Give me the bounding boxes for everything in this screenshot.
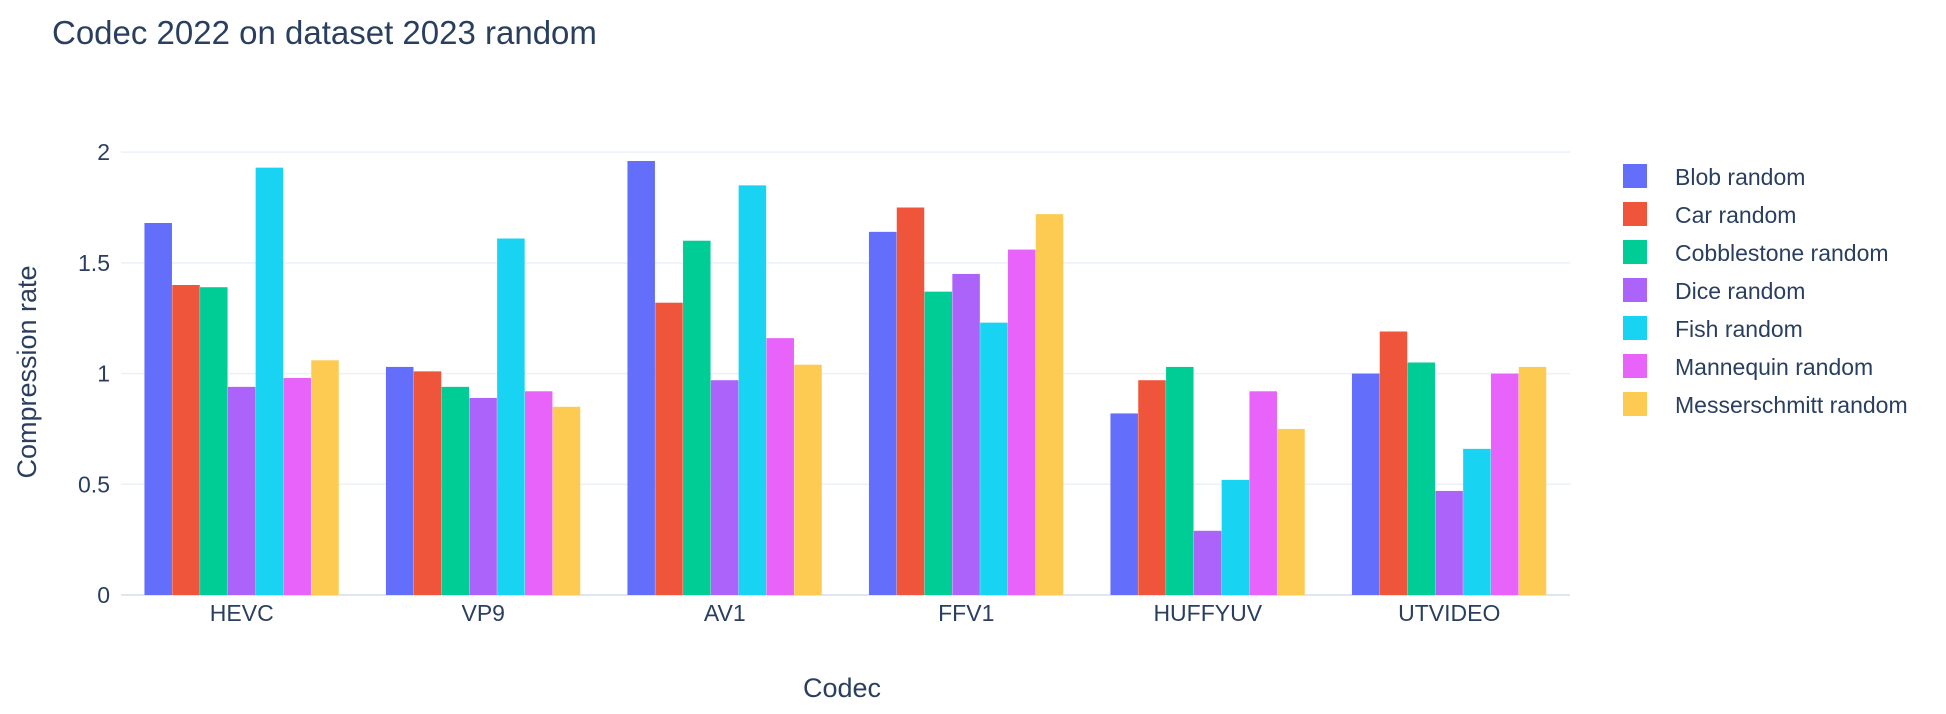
bar xyxy=(924,291,953,595)
x-tick-label: HUFFYUV xyxy=(1153,600,1262,626)
bar xyxy=(172,285,200,595)
legend-swatch xyxy=(1623,354,1647,378)
bar xyxy=(868,231,897,595)
x-tick-label: VP9 xyxy=(462,600,505,626)
y-tick-label: 0 xyxy=(97,582,110,608)
bar xyxy=(1249,391,1277,595)
bar xyxy=(896,207,925,595)
legend-label: Cobblestone random xyxy=(1675,240,1889,266)
bar xyxy=(655,302,683,595)
bar xyxy=(766,338,794,595)
y-axis-title: Compression rate xyxy=(12,265,42,478)
bar xyxy=(1138,380,1166,595)
bar xyxy=(1407,362,1436,595)
bar xyxy=(1221,479,1250,595)
bar xyxy=(980,322,1008,595)
bar xyxy=(200,287,228,595)
bar xyxy=(1435,490,1463,595)
bar xyxy=(1490,373,1519,595)
legend-label: Blob random xyxy=(1675,164,1805,190)
bar xyxy=(311,360,339,595)
bar xyxy=(1035,214,1064,595)
y-axis-ticks: 0 0.5 1 1.5 2 xyxy=(78,139,110,608)
legend-swatch xyxy=(1623,202,1647,226)
bar xyxy=(524,391,553,595)
bar xyxy=(1110,413,1138,595)
legend-label: Mannequin random xyxy=(1675,354,1873,380)
bar xyxy=(283,378,311,595)
bar xyxy=(413,371,442,595)
legend-swatch xyxy=(1623,392,1647,416)
bar xyxy=(1351,373,1380,595)
bar xyxy=(710,380,739,595)
bar xyxy=(627,161,655,595)
bar xyxy=(552,406,581,595)
legend-swatch xyxy=(1623,240,1647,264)
y-tick-label: 1 xyxy=(97,361,110,387)
x-axis-ticks: HEVC VP9 AV1 FFV1 HUFFYUV UTVIDEO xyxy=(210,600,1501,626)
legend-label: Car random xyxy=(1675,202,1796,228)
y-tick-label: 0.5 xyxy=(78,471,110,497)
legend-swatch xyxy=(1623,164,1647,188)
x-tick-label: UTVIDEO xyxy=(1398,600,1500,626)
legend-label: Dice random xyxy=(1675,278,1805,304)
bar xyxy=(1518,366,1547,595)
bar xyxy=(469,397,497,595)
bar xyxy=(952,273,980,595)
bar xyxy=(1379,331,1408,595)
y-tick-label: 1.5 xyxy=(78,250,110,276)
bar xyxy=(144,223,172,595)
x-tick-label: HEVC xyxy=(210,600,274,626)
gridlines xyxy=(121,151,1570,596)
bar xyxy=(385,366,414,595)
x-tick-label: AV1 xyxy=(704,600,746,626)
legend: Blob random Car random Cobblestone random D… xyxy=(1623,164,1908,418)
x-tick-label: FFV1 xyxy=(938,600,994,626)
bar xyxy=(1463,448,1491,595)
bar xyxy=(1166,366,1194,595)
legend-label: Fish random xyxy=(1675,316,1803,342)
bar xyxy=(227,386,256,595)
legend-label: Messerschmitt random xyxy=(1675,392,1908,418)
bar xyxy=(497,238,525,595)
bar xyxy=(1193,530,1222,595)
chart-title: Codec 2022 on dataset 2023 random xyxy=(52,14,597,51)
bar xyxy=(1277,428,1305,595)
x-axis-title: Codec xyxy=(803,673,881,703)
bar xyxy=(441,386,470,595)
legend-swatch xyxy=(1623,278,1647,302)
legend-swatch xyxy=(1623,316,1647,340)
bar xyxy=(794,364,822,595)
bar xyxy=(1007,249,1036,596)
y-tick-label: 2 xyxy=(97,139,110,165)
bar xyxy=(255,167,284,595)
bar xyxy=(738,185,767,595)
bar xyxy=(683,240,711,595)
bars xyxy=(144,161,1547,596)
